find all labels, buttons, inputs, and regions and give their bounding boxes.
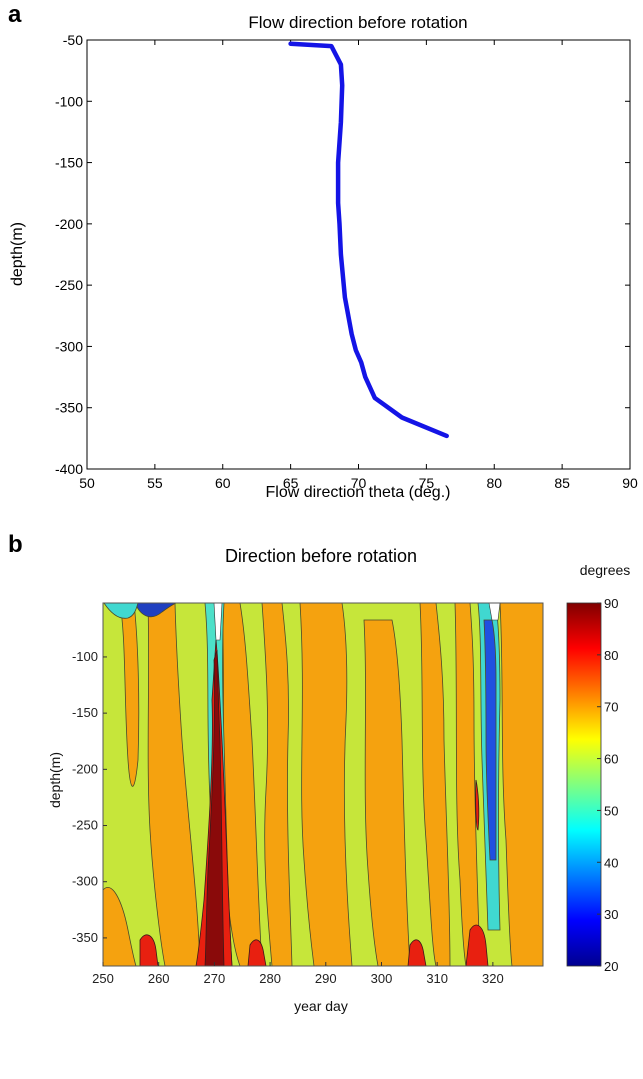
chart-a-title: Flow direction before rotation <box>248 13 467 32</box>
y-tick-label: -350 <box>72 930 98 945</box>
chart-a-y-axis: -50 -100 -150 -200 -250 -300 -350 -400 <box>55 32 630 477</box>
heatmap-region <box>103 603 139 619</box>
heatmap-region <box>119 603 140 787</box>
colorbar-tick-label: 20 <box>604 959 618 974</box>
x-tick-label: 80 <box>486 475 502 491</box>
x-tick-label: 85 <box>554 475 570 491</box>
heatmap-region <box>419 603 451 966</box>
heatmap-region <box>407 939 427 966</box>
heatmap-white-patch <box>488 603 501 621</box>
colorbar-tick-label: 70 <box>604 700 618 715</box>
x-tick-label: 280 <box>259 971 281 986</box>
heatmap-region <box>483 619 497 861</box>
chart-b-y-axis: -100 -150 -200 -250 -300 -350 <box>72 649 107 945</box>
x-tick-label: 90 <box>622 475 638 491</box>
heatmap-orange-regions <box>103 603 543 966</box>
x-tick-label: 70 <box>351 475 367 491</box>
chart-a-series-line <box>288 41 449 439</box>
colorbar-tick-label: 30 <box>604 907 618 922</box>
heatmap-region <box>465 924 489 966</box>
y-tick-label: -400 <box>55 461 83 477</box>
y-tick-label: -350 <box>55 400 83 416</box>
y-tick-label: -300 <box>72 874 98 889</box>
heatmap-region <box>134 603 177 618</box>
chart-b-heatmap <box>103 603 543 966</box>
y-tick-label: -150 <box>72 705 98 720</box>
heatmap-warm-regions <box>139 639 489 966</box>
x-tick-label: 50 <box>79 475 95 491</box>
x-tick-label: 320 <box>482 971 504 986</box>
chart-a-plot-area <box>86 39 631 470</box>
colorbar-tick-label: 40 <box>604 855 618 870</box>
heatmap-region <box>299 603 353 966</box>
chart-a-y-label: depth(m) <box>9 222 26 286</box>
colorbar-ticks: 90 80 70 60 50 40 30 20 <box>597 596 618 974</box>
chart-a-x-label: Flow direction theta (deg.) <box>266 484 451 501</box>
heatmap-region <box>261 603 293 966</box>
y-tick-label: -100 <box>55 93 83 109</box>
x-tick-label: 260 <box>148 971 170 986</box>
x-tick-label: 250 <box>92 971 114 986</box>
chart-b-y-label: depth(m) <box>47 752 63 808</box>
y-tick-label: -50 <box>63 32 83 48</box>
colorbar-tick-label: 90 <box>604 596 618 611</box>
chart-b-x-label: year day <box>294 998 348 1014</box>
x-tick-label: 270 <box>204 971 226 986</box>
heatmap-region <box>247 939 267 966</box>
heatmap-region <box>139 934 159 966</box>
y-tick-label: -200 <box>55 216 83 232</box>
colorbar-tick-label: 50 <box>604 803 618 818</box>
y-tick-label: -200 <box>72 761 98 776</box>
heatmap-region <box>147 603 201 966</box>
y-tick-label: -100 <box>72 649 98 664</box>
heatmap-region <box>454 603 481 966</box>
y-tick-label: -300 <box>55 338 83 354</box>
x-tick-label: 290 <box>315 971 337 986</box>
colorbar-tick-label: 60 <box>604 752 618 767</box>
colorbar-tick-label: 80 <box>604 648 618 663</box>
chart-b-plot-frame <box>102 602 544 967</box>
x-tick-label: 65 <box>283 475 299 491</box>
heatmap-white-patch <box>213 603 223 641</box>
panel-letter-a: a <box>8 1 22 28</box>
chart-b-x-axis: 250 260 270 280 290 300 310 320 <box>92 962 504 986</box>
colorbar-label: degrees <box>580 562 631 578</box>
x-tick-label: 300 <box>371 971 393 986</box>
colorbar <box>566 602 602 967</box>
x-tick-label: 60 <box>215 475 231 491</box>
heatmap-region <box>475 779 480 831</box>
x-tick-label: 55 <box>147 475 163 491</box>
heatmap-region <box>103 887 137 966</box>
panel-letter-b: b <box>8 531 23 558</box>
chart-b-title: Direction before rotation <box>225 546 417 566</box>
heatmap-region <box>499 603 543 966</box>
x-tick-label: 75 <box>419 475 435 491</box>
y-tick-label: -250 <box>72 818 98 833</box>
x-tick-label: 310 <box>426 971 448 986</box>
y-tick-label: -150 <box>55 155 83 171</box>
y-tick-label: -250 <box>55 277 83 293</box>
